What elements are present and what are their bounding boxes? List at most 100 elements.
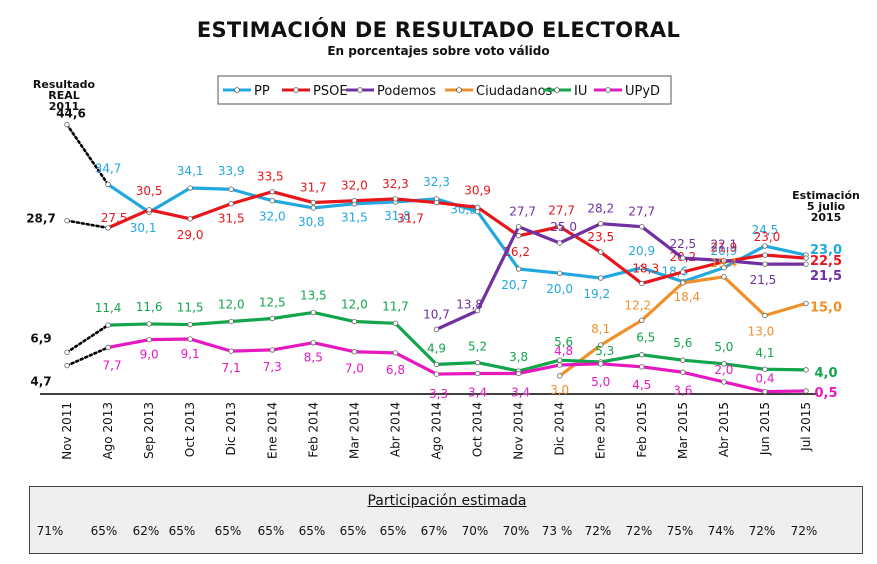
data-point xyxy=(474,359,481,366)
data-point xyxy=(146,207,152,213)
data-point xyxy=(105,225,111,231)
data-label: 4,1 xyxy=(755,346,774,360)
data-point xyxy=(762,312,768,319)
legend-item-ciudadanos: Ciudadanos xyxy=(476,84,553,99)
data-label: 6,5 xyxy=(636,331,655,345)
legend-marker xyxy=(456,87,462,93)
data-point xyxy=(474,307,481,314)
data-point xyxy=(803,255,809,261)
x-tick-label: Mar 2014 xyxy=(347,402,361,459)
data-label: 2,0 xyxy=(714,363,733,377)
x-tick-label: Feb 2014 xyxy=(306,402,320,458)
data-label: 11,7 xyxy=(382,299,409,313)
data-label: 9,0 xyxy=(140,348,159,362)
x-tick-label: Oct 2014 xyxy=(471,402,485,457)
legend-marker xyxy=(357,87,363,93)
data-point xyxy=(310,205,317,211)
data-point xyxy=(105,344,111,351)
real-2011-label: REAL xyxy=(48,89,80,102)
data-label: 21,5 xyxy=(750,273,777,287)
series-iu: 6,9 11,4 11,6 11,5 12,0 12,5 13,5 12,0 11,7 4,9 5,… xyxy=(30,288,837,380)
data-point xyxy=(269,198,275,204)
data-point xyxy=(146,336,152,343)
data-point xyxy=(598,249,604,255)
participation-value: 65% xyxy=(214,524,242,538)
data-label: 30,1 xyxy=(130,221,157,235)
data-point xyxy=(392,320,399,327)
data-label: 31,7 xyxy=(397,212,424,226)
data-label: 3,4 xyxy=(511,385,530,399)
data-label: 0,5 xyxy=(814,386,837,401)
data-label: 6,8 xyxy=(386,363,405,377)
data-label: 4,5 xyxy=(632,378,651,392)
data-label: 7,0 xyxy=(345,362,364,376)
data-label: 7,1 xyxy=(222,361,241,375)
data-label: 32,0 xyxy=(259,210,286,224)
data-label: 34,1 xyxy=(177,164,204,178)
participation-value: 72% xyxy=(790,524,818,538)
data-label: 31,5 xyxy=(341,211,368,225)
data-point xyxy=(515,266,522,272)
data-point xyxy=(680,255,686,261)
real-2011-label: Resultado xyxy=(33,78,96,91)
participation-value: 72% xyxy=(584,524,612,538)
data-label: 33,9 xyxy=(218,164,245,178)
real-result-connector xyxy=(65,323,110,354)
data-point xyxy=(598,342,604,348)
x-tick-label: Jul 2015 xyxy=(799,402,813,452)
data-label: 12,5 xyxy=(259,296,286,310)
data-point xyxy=(146,321,152,327)
data-point xyxy=(351,318,358,325)
data-point xyxy=(556,223,563,230)
data-point xyxy=(228,201,234,207)
x-tick-label: Mar 2015 xyxy=(676,402,690,459)
x-tick-label: Dic 2014 xyxy=(553,402,567,456)
real-result-connector xyxy=(65,219,110,230)
participation-value: 72% xyxy=(748,524,776,538)
data-point xyxy=(803,261,809,267)
data-label: 29,0 xyxy=(177,228,204,242)
data-label: 5,3 xyxy=(595,344,614,358)
data-point xyxy=(269,347,275,353)
chart-title: ESTIMACIÓN DE RESULTADO ELECTORAL xyxy=(196,18,681,42)
data-point xyxy=(64,349,70,356)
data-point xyxy=(680,280,686,286)
data-label: 20,0 xyxy=(546,282,573,296)
data-label: 5,0 xyxy=(591,375,610,389)
data-label: 21,5 xyxy=(810,269,842,284)
x-tick-label: Oct 2013 xyxy=(183,402,197,457)
data-label: 33,5 xyxy=(257,170,284,184)
legend-marker xyxy=(293,87,299,93)
data-label: 9,1 xyxy=(181,347,200,361)
data-point xyxy=(721,379,727,385)
estimate-label: 2015 xyxy=(811,211,842,224)
data-label: 3,0 xyxy=(550,383,569,397)
data-label: 27,7 xyxy=(548,204,575,218)
data-point xyxy=(803,388,809,394)
real-2011-label: 2011 xyxy=(49,100,80,113)
data-point xyxy=(474,370,481,377)
data-label: 8,5 xyxy=(304,351,323,365)
data-label: 11,6 xyxy=(136,300,163,314)
data-label: 24,5 xyxy=(752,223,779,237)
data-label: 4,0 xyxy=(814,366,837,381)
data-label: 8,1 xyxy=(591,322,610,336)
data-label: 12,2 xyxy=(624,298,651,312)
data-label: 21,9 xyxy=(711,241,738,255)
data-label: 27,7 xyxy=(509,205,536,219)
data-label: 4,8 xyxy=(554,344,573,358)
data-label: 10,7 xyxy=(423,307,450,321)
data-label: 7,7 xyxy=(103,358,122,372)
x-tick-label: Abr 2015 xyxy=(717,402,731,457)
data-point xyxy=(803,300,809,307)
data-label: 30,9 xyxy=(464,183,491,197)
data-point xyxy=(762,243,768,249)
series-line-psoe xyxy=(107,190,807,286)
data-point xyxy=(392,350,399,356)
data-label: 13,0 xyxy=(748,324,775,338)
participation-value: 62% xyxy=(132,524,160,538)
data-point xyxy=(228,318,234,325)
series-line-podemos xyxy=(435,222,806,331)
data-point xyxy=(433,326,440,333)
x-tick-label: Feb 2015 xyxy=(635,402,649,458)
